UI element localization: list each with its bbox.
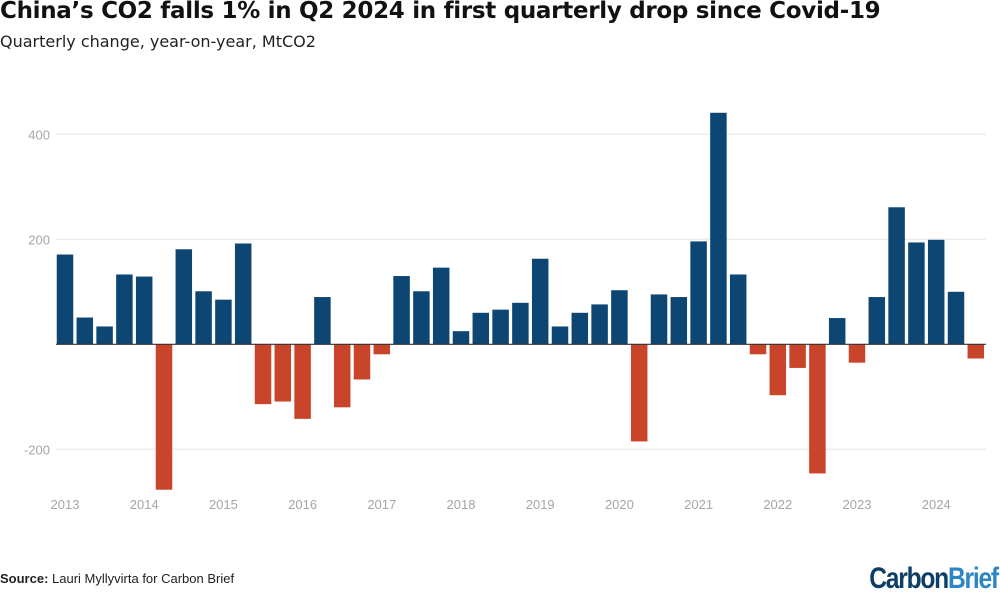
bar [670,297,688,345]
x-tick-label: 2020 [605,497,634,512]
bar [531,258,549,345]
bar [195,291,212,345]
x-tick-label: 2013 [51,497,80,512]
bar [135,276,153,345]
bar [512,302,529,345]
bar [373,344,391,355]
x-tick-label: 2017 [367,497,396,512]
bar [611,290,628,345]
logo-part-carbon: Carbon [869,562,949,595]
bar [571,312,589,345]
bar [393,276,410,345]
y-tick-label: 400 [28,127,50,142]
y-tick-label: -200 [24,442,50,457]
bar [789,344,806,368]
bar [175,249,193,345]
chart-subtitle: Quarterly change, year-on-year, MtCO2 [0,32,316,51]
logo-part-brief: Brief [948,562,999,595]
bar [828,318,846,345]
carbon-brief-logo: CarbonBrief [869,562,999,596]
bar [274,344,292,402]
bar [729,274,747,345]
x-tick-label: 2019 [526,497,555,512]
y-tick-label: 200 [28,232,50,247]
x-tick-label: 2023 [843,497,872,512]
bar [888,207,905,345]
bar [215,299,232,345]
bar [967,344,985,359]
bar [908,242,925,345]
bar [769,344,787,396]
bar [868,297,886,345]
bar-chart: -200 200 400 2013 2014 2015 2016 2017 2018 2019 20… [24,112,986,512]
bar [254,344,272,405]
source-note: Source: Lauri Myllyvirta for Carbon Brie… [0,571,234,586]
source-text: Lauri Myllyvirta for Carbon Brief [48,571,235,586]
bar [452,331,470,345]
bar [56,254,74,345]
bar [413,291,430,345]
source-label: Source: [0,571,49,586]
bar [809,344,826,474]
bar [630,344,648,442]
bar [432,267,450,345]
bar [848,344,866,363]
bar [155,344,173,490]
x-tick-label: 2021 [684,497,713,512]
x-tick-label: 2015 [209,497,238,512]
bar [294,344,311,419]
bar [314,297,331,345]
x-tick-label: 2022 [763,497,792,512]
x-tick-label: 2024 [922,497,951,512]
x-tick-label: 2018 [447,497,476,512]
bar [492,309,509,345]
bar [234,243,252,345]
bar [749,344,767,355]
chart-title: China’s CO2 falls 1% in Q2 2024 in first… [0,0,881,24]
bar [927,239,945,345]
bar [710,112,727,345]
bar [472,312,490,345]
bar [551,326,569,345]
bar [947,291,965,345]
bar [76,317,94,345]
x-tick-label: 2014 [130,497,159,512]
bar [591,304,608,345]
bar [353,344,371,380]
bar [96,326,113,345]
bar [333,344,351,408]
bar [690,241,707,345]
x-tick-label: 2016 [288,497,317,512]
bar [116,274,133,345]
bar [650,294,668,345]
